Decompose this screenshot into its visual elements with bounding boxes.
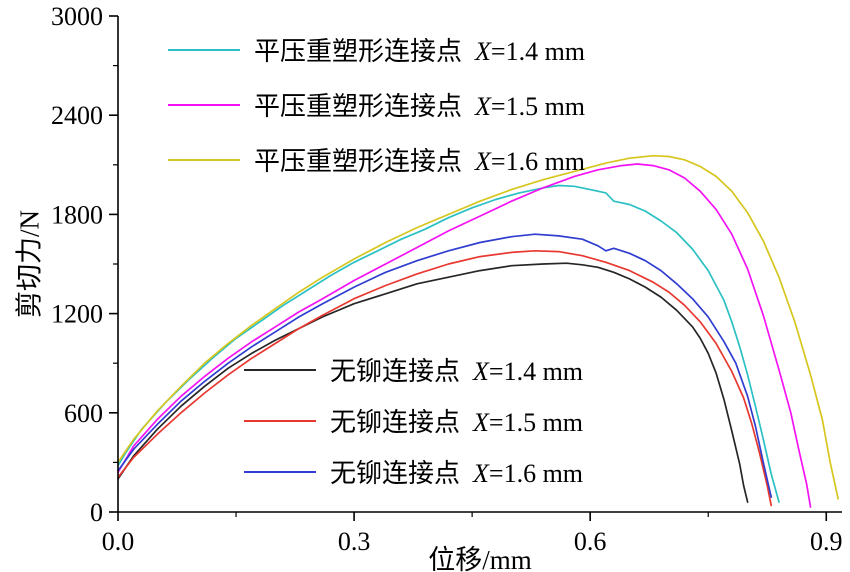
legend-item: 平压重塑形连接点 X=1.5 mm <box>168 77 585 132</box>
y-tick-label: 2400 <box>51 101 103 130</box>
y-tick-label: 0 <box>90 498 103 527</box>
legend-swatch <box>168 103 240 106</box>
y-tick-label: 1200 <box>51 300 103 329</box>
legend-swatch <box>244 470 316 473</box>
series-line-3 <box>117 262 749 503</box>
legend-item: 平压重塑形连接点 X=1.4 mm <box>168 22 585 77</box>
x-tick-label: 0.0 <box>102 527 135 556</box>
y-tick-label: 1800 <box>51 200 103 229</box>
legend-swatch <box>244 368 316 371</box>
x-tick-label: 0.9 <box>810 527 843 556</box>
legend-label: 平压重塑形连接点 X=1.4 mm <box>254 37 586 66</box>
legend-swatch <box>244 419 316 422</box>
legend-item: 无铆连接点 X=1.6 mm <box>244 446 583 497</box>
y-tick-label: 3000 <box>51 2 103 31</box>
series-line-2 <box>117 154 839 500</box>
series-line-5 <box>117 233 773 498</box>
legend-label: 无铆连接点 X=1.6 mm <box>330 459 584 488</box>
legend-item: 无铆连接点 X=1.4 mm <box>244 344 583 395</box>
legend-swatch <box>168 158 240 161</box>
legend-swatch <box>168 48 240 51</box>
legend-label: 平压重塑形连接点 X=1.6 mm <box>254 147 586 176</box>
legend-bottom: 无铆连接点 X=1.4 mm 无铆连接点 X=1.5 mm 无铆连接点 X=1.6 … <box>244 344 583 497</box>
legend-top: 平压重塑形连接点 X=1.4 mm 平压重塑形连接点 X=1.5 mm 平压重塑形连… <box>168 22 585 187</box>
legend-label: 无铆连接点 X=1.5 mm <box>330 408 584 437</box>
legend-item: 平压重塑形连接点 X=1.6 mm <box>168 132 585 187</box>
y-axis-label: 剪切力/N <box>14 210 45 318</box>
x-tick-label: 0.6 <box>574 527 607 556</box>
legend-label: 平压重塑形连接点 X=1.5 mm <box>254 92 586 121</box>
legend-item: 无铆连接点 X=1.5 mm <box>244 395 583 446</box>
x-axis-label: 位移/mm <box>428 545 532 572</box>
y-tick-label: 600 <box>64 399 103 428</box>
legend-label: 无铆连接点 X=1.4 mm <box>330 357 584 386</box>
x-tick-label: 0.3 <box>338 527 371 556</box>
series-line-1 <box>117 163 812 508</box>
series-line-4 <box>117 249 773 507</box>
